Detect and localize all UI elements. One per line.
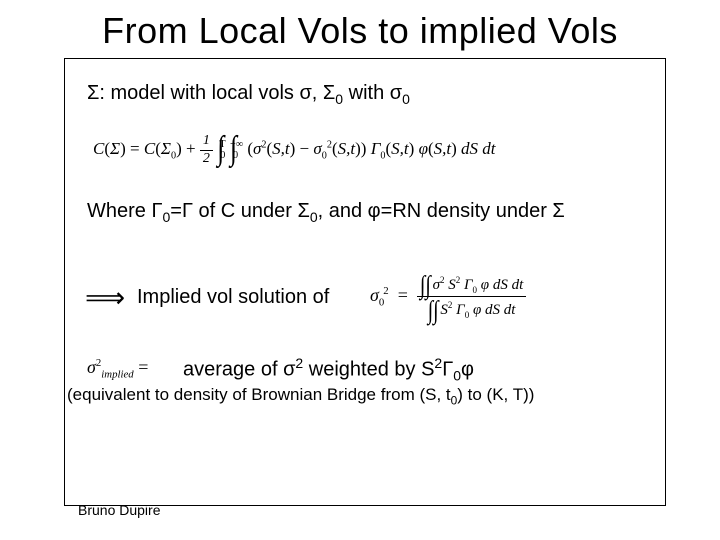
line-model-def: Σ: model with local vols σ, Σ0 with σ0	[87, 81, 410, 108]
text: =Γ of C under Σ	[170, 200, 310, 222]
implies-arrow-icon: ⟹	[85, 281, 125, 315]
equation-c-sigma: C(Σ) = C(Σ0) + 12 ∫0T ∫0+∞ (σ2(S,t) − σ0…	[93, 131, 496, 166]
footer-author: Bruno Dupire	[78, 502, 161, 518]
text: Implied vol solution of	[137, 286, 329, 308]
page-title: From Local Vols to implied Vols	[0, 10, 720, 52]
sigma-implied-label: σ2implied =	[87, 357, 148, 381]
text: ) to (K, T))	[457, 385, 534, 404]
text: Where Γ	[87, 200, 162, 222]
text: φ	[461, 359, 474, 381]
text: average of σ	[183, 359, 295, 381]
line-brownian-bridge: (equivalent to density of Brownian Bridg…	[67, 385, 534, 408]
slide: From Local Vols to implied Vols Σ: model…	[0, 0, 720, 540]
content-box: Σ: model with local vols σ, Σ0 with σ0 C…	[64, 58, 666, 506]
line-where: Where Γ0=Γ of C under Σ0, and φ=RN densi…	[87, 199, 565, 226]
sub-zero: 0	[453, 368, 461, 384]
text: Σ: model with local vols σ, Σ	[87, 82, 335, 104]
text: Γ	[442, 359, 453, 381]
line-implied-solution: Implied vol solution of	[137, 285, 329, 309]
text: (equivalent to density of Brownian Bridg…	[67, 385, 451, 404]
sub-zero: 0	[335, 91, 343, 107]
text: , and φ=RN density under Σ	[318, 200, 565, 222]
text: weighted by S	[303, 359, 434, 381]
line-average: average of σ2 weighted by S2Γ0φ	[183, 355, 474, 384]
text: with σ	[343, 82, 402, 104]
sub-zero: 0	[402, 91, 410, 107]
sub-zero: 0	[310, 209, 318, 225]
equation-sigma0-squared: σ02 = ∫∫ σ2 S2 Γ0 φ dS dt ∫∫ S2 Γ0 φ dS …	[370, 273, 526, 321]
